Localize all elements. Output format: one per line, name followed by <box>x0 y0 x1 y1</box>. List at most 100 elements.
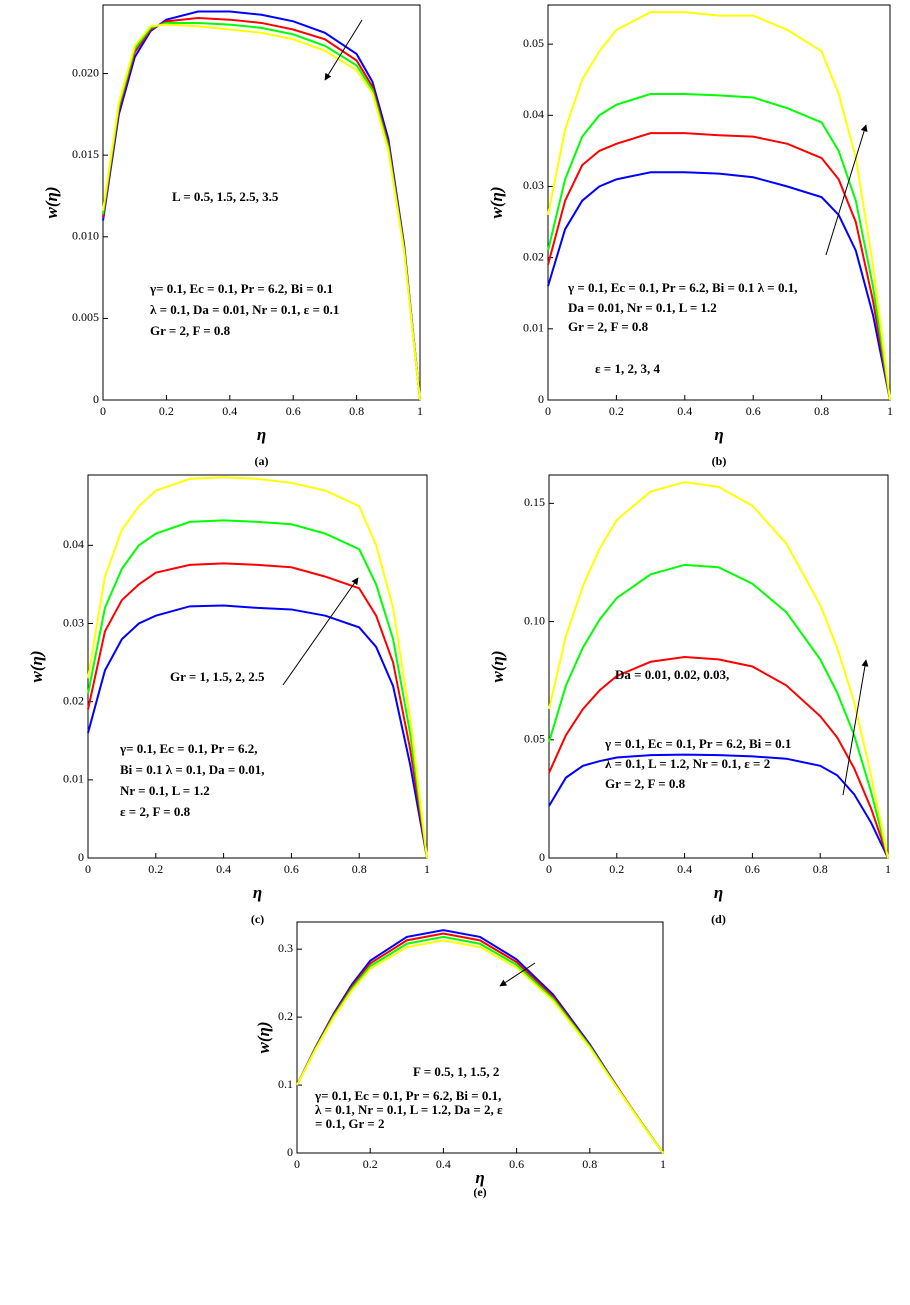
y-tick-label: 0 <box>538 392 544 406</box>
annotation: λ = 0.1, L = 1.2, Nr = 0.1, ε = 2 <box>605 756 770 771</box>
x-tick-label: 1 <box>424 862 430 876</box>
annotation: Gr = 2, F = 0.8 <box>150 323 231 338</box>
arrow <box>842 659 869 796</box>
x-tick-label: 0.4 <box>436 1157 451 1171</box>
x-axis-label: η <box>714 883 723 902</box>
x-axis-label: η <box>257 425 266 444</box>
x-axis-label: η <box>253 883 262 902</box>
y-tick-label: 0.04 <box>63 537 84 551</box>
data-line <box>87 562 428 859</box>
annotation: F = 0.5, 1, 1.5, 2 <box>413 1064 499 1079</box>
y-tick-label: 0 <box>93 392 99 406</box>
data-line <box>102 10 421 401</box>
chart-panel: 0 0.2 0.4 0.6 0.8 1 0 0.005 0.010 0.015 0.020 η w(η)… <box>42 4 423 468</box>
data-line <box>87 476 428 859</box>
x-tick-label: 0.6 <box>286 404 301 418</box>
y-tick-label: 0.005 <box>72 310 99 324</box>
x-tick-label: 0 <box>294 1157 300 1171</box>
arrow <box>324 19 363 81</box>
x-tick-label: 0.4 <box>677 862 692 876</box>
x-tick-label: 0.6 <box>509 1157 524 1171</box>
x-tick-label: 0 <box>100 404 106 418</box>
x-tick-label: 0.6 <box>746 404 761 418</box>
annotation: ε = 1, 2, 3, 4 <box>595 361 660 376</box>
panel-label: (a) <box>255 454 269 468</box>
data-line <box>296 939 664 1154</box>
chart-panel: 0 0.2 0.4 0.6 0.8 1 0 0.01 0.02 0.03 0.04 0.05 η w(η)… <box>487 4 893 468</box>
x-tick-label: 0.8 <box>814 404 829 418</box>
annotation: ε = 2, F = 0.8 <box>120 804 191 819</box>
y-axis-label: w(η) <box>42 187 61 219</box>
data-line <box>87 604 428 859</box>
annotation: Gr = 2, F = 0.8 <box>605 776 686 791</box>
plot-frame <box>548 474 889 859</box>
annotation: λ = 0.1, Nr = 0.1, L = 1.2, Da = 2, ε <box>315 1102 503 1117</box>
y-tick-label: 0.01 <box>523 321 544 335</box>
y-tick-label: 0.05 <box>523 36 544 50</box>
panel-label: (e) <box>473 1185 486 1199</box>
data-line <box>102 21 421 401</box>
x-tick-label: 0.6 <box>745 862 760 876</box>
annotation: = 0.1, Gr = 2 <box>315 1116 384 1131</box>
panel-label: (b) <box>712 454 727 468</box>
x-tick-label: 0.2 <box>609 862 624 876</box>
arrow <box>825 124 868 256</box>
x-tick-label: 0.8 <box>349 404 364 418</box>
x-tick-label: 0.6 <box>284 862 299 876</box>
panel-label: (c) <box>251 912 264 926</box>
data-line <box>547 132 891 401</box>
y-tick-label: 0.2 <box>278 1009 293 1023</box>
y-tick-label: 0.03 <box>523 178 544 192</box>
plot-frame <box>102 4 421 401</box>
x-tick-label: 1 <box>417 404 423 418</box>
y-tick-label: 0.10 <box>524 613 545 627</box>
plot-frame <box>87 474 428 859</box>
annotation: γ = 0.1, Ec = 0.1, Pr = 6.2, Bi = 0.1 λ … <box>567 280 797 295</box>
data-line <box>548 656 889 859</box>
y-tick-label: 0.04 <box>523 107 544 121</box>
x-tick-label: 0.4 <box>677 404 692 418</box>
y-tick-label: 0.3 <box>278 941 293 955</box>
data-line <box>547 92 891 401</box>
annotation: λ = 0.1, Da = 0.01, Nr = 0.1, ε = 0.1 <box>150 302 339 317</box>
y-tick-label: 0.01 <box>63 772 84 786</box>
chart-panel: 0 0.2 0.4 0.6 0.8 1 0 0.1 0.2 0.3 η w(η) (e) F = 0.5,… <box>254 921 666 1199</box>
y-tick-label: 0 <box>539 850 545 864</box>
y-tick-label: 0.02 <box>63 693 84 707</box>
arrow <box>282 577 359 686</box>
x-tick-label: 0.8 <box>352 862 367 876</box>
x-tick-label: 0 <box>85 862 91 876</box>
y-axis-label: w(η) <box>254 1022 273 1054</box>
chart-panel: 0 0.2 0.4 0.6 0.8 1 0 0.01 0.02 0.03 0.04 η w(η) (c) G… <box>27 474 430 926</box>
x-tick-label: 0.2 <box>148 862 163 876</box>
data-line <box>102 23 421 401</box>
x-axis-label: η <box>714 425 723 444</box>
plot-frame <box>547 4 891 401</box>
chart-panel: 0 0.2 0.4 0.6 0.8 1 0 0.05 0.10 0.15 η w(η) (d) Da = … <box>488 474 891 926</box>
x-tick-label: 0.8 <box>582 1157 597 1171</box>
data-line <box>102 17 421 401</box>
x-tick-label: 0.4 <box>216 862 231 876</box>
y-axis-label: w(η) <box>488 651 507 683</box>
y-tick-label: 0.03 <box>63 615 84 629</box>
x-tick-label: 0.2 <box>363 1157 378 1171</box>
y-tick-label: 0.15 <box>524 495 545 509</box>
y-tick-label: 0.010 <box>72 229 99 243</box>
x-tick-label: 0.4 <box>222 404 237 418</box>
y-tick-label: 0.02 <box>523 249 544 263</box>
y-axis-label: w(η) <box>487 187 506 219</box>
y-tick-label: 0.015 <box>72 147 99 161</box>
data-line <box>548 481 889 859</box>
x-tick-label: 1 <box>660 1157 666 1171</box>
annotation: Bi = 0.1 λ = 0.1, Da = 0.01, <box>120 762 265 777</box>
plot-frame <box>296 921 664 1154</box>
y-axis-label: w(η) <box>27 651 46 683</box>
data-line <box>548 753 889 859</box>
panel-label: (d) <box>711 912 726 926</box>
annotation: γ= 0.1, Ec = 0.1, Pr = 6.2, <box>119 741 257 756</box>
annotation: Nr = 0.1, L = 1.2 <box>120 783 210 798</box>
x-tick-label: 1 <box>887 404 893 418</box>
y-tick-label: 0.1 <box>278 1077 293 1091</box>
annotation: Gr = 1, 1.5, 2, 2.5 <box>170 669 265 684</box>
